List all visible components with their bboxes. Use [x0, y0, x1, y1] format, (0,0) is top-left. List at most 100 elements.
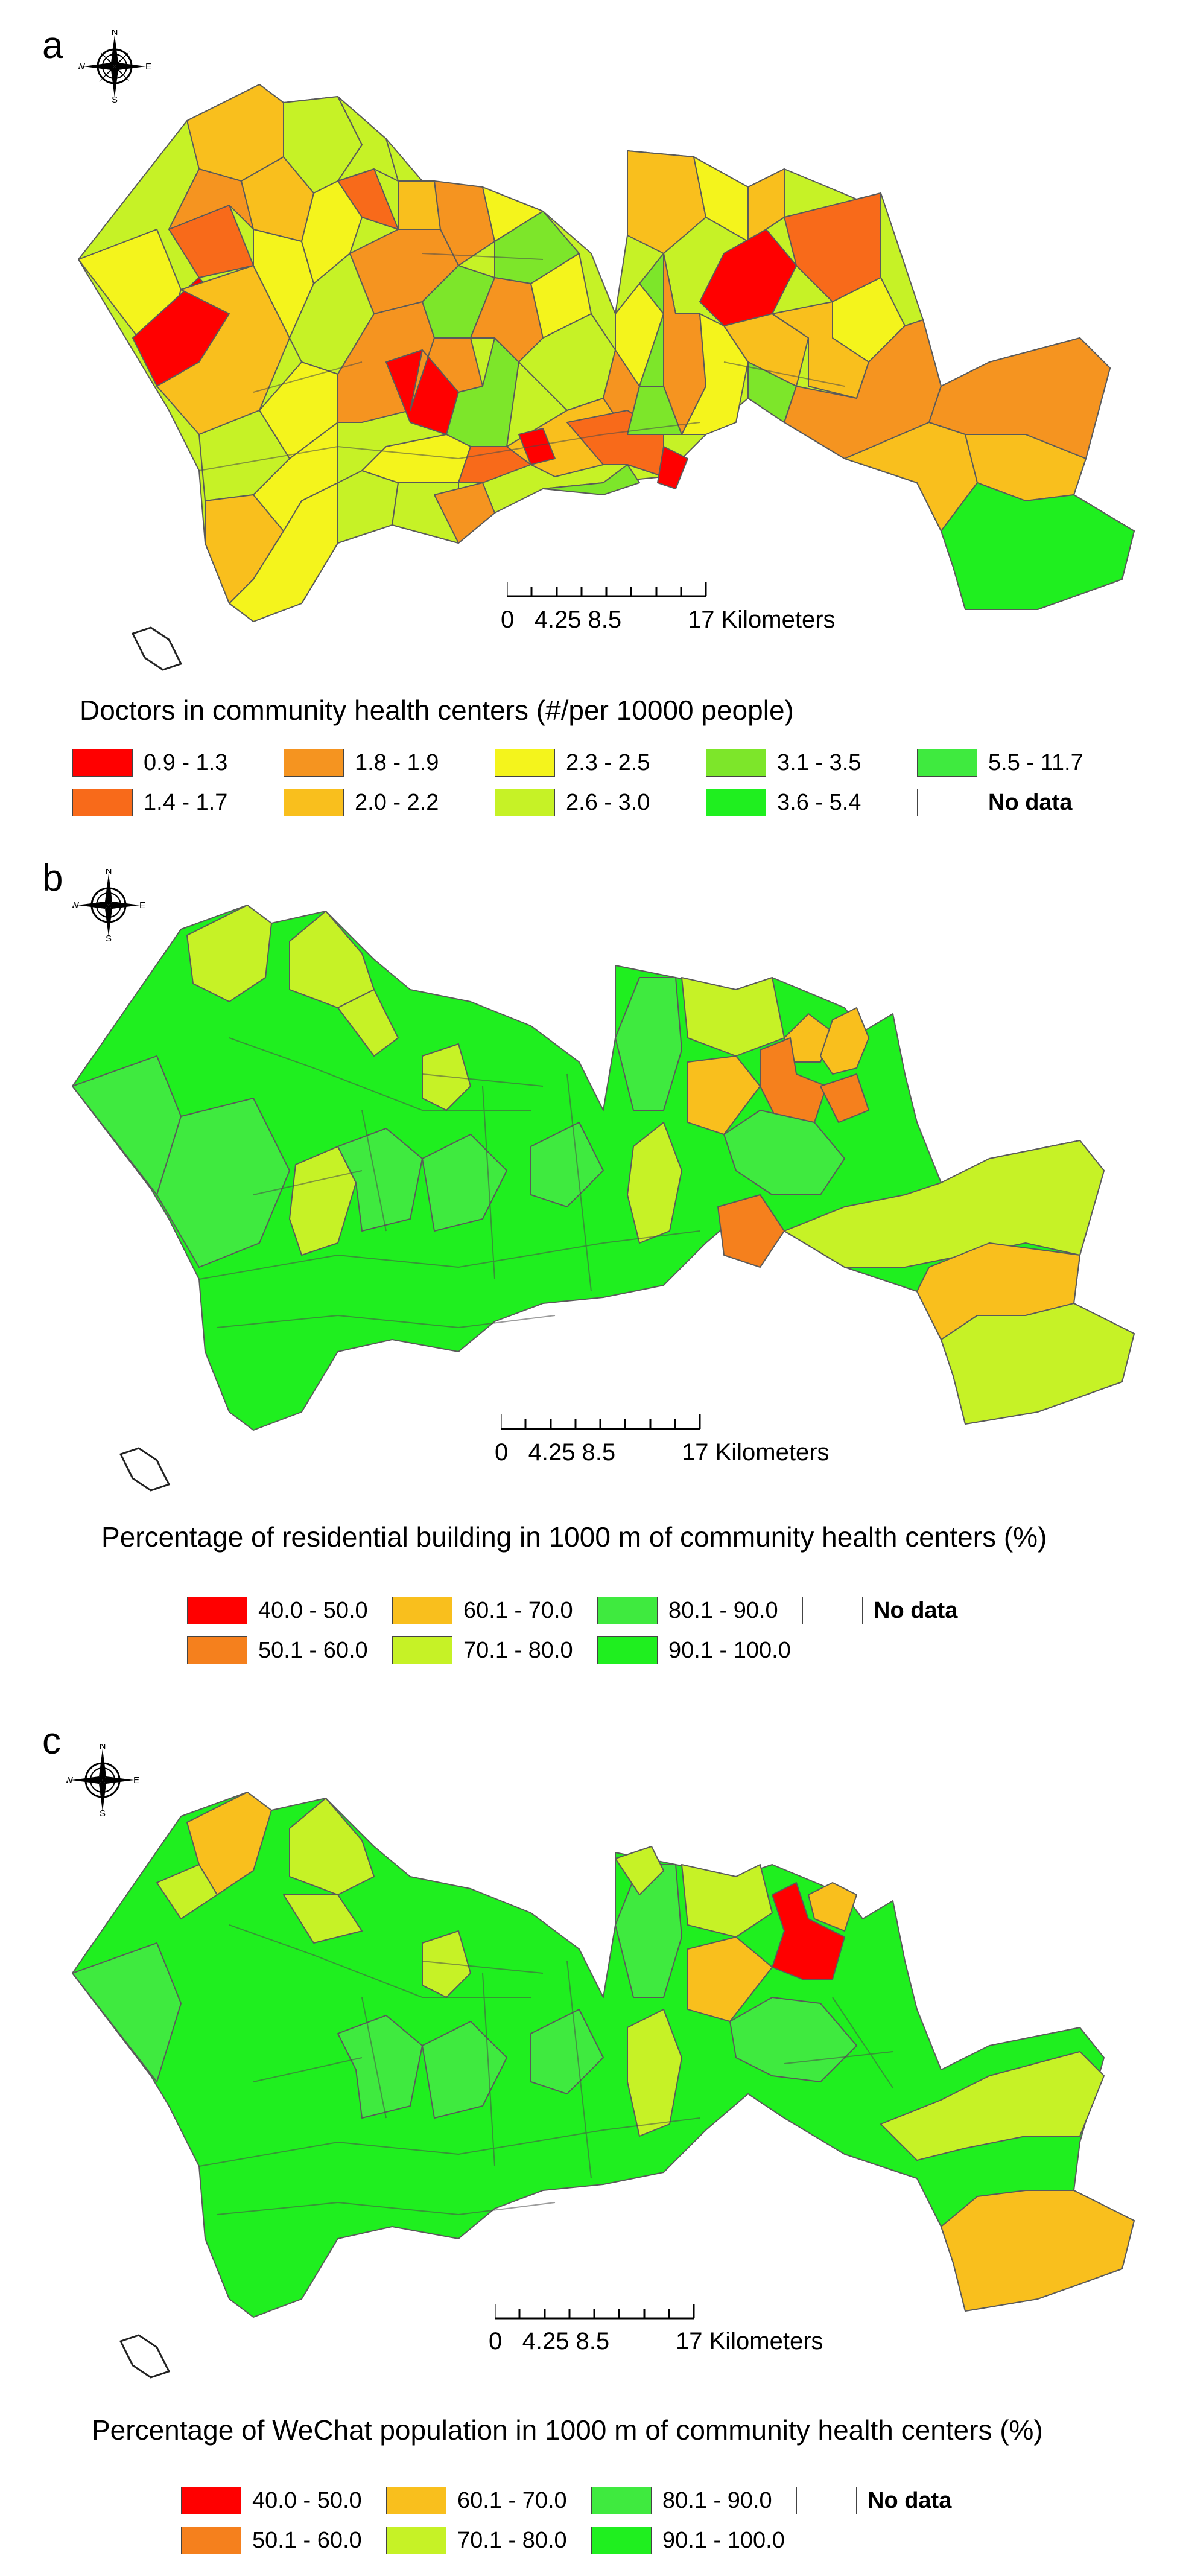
legend-label: 5.5 - 11.7 — [988, 749, 1083, 775]
legend-swatch — [284, 749, 344, 777]
legend-label: 40.0 - 50.0 — [258, 1597, 368, 1623]
legend-label: 2.3 - 2.5 — [566, 749, 650, 775]
legend-item: 0.9 - 1.3 — [72, 748, 271, 777]
compass-n: N — [112, 30, 118, 37]
legend-label: 80.1 - 90.0 — [662, 2487, 772, 2513]
legend-item: 3.6 - 5.4 — [706, 788, 905, 817]
compass-s: S — [100, 1808, 106, 1816]
legend-item: 40.0 - 50.0 — [181, 2486, 374, 2515]
legend-label: 60.1 - 70.0 — [457, 2487, 567, 2513]
legend-swatch — [591, 2487, 652, 2514]
legend-item: 2.3 - 2.5 — [495, 748, 694, 777]
legend-swatch — [72, 789, 133, 816]
legend-label: 3.6 - 5.4 — [777, 789, 861, 815]
legend-item: 60.1 - 70.0 — [392, 1596, 585, 1625]
legend-item: 50.1 - 60.0 — [187, 1636, 380, 1665]
legend-item: 1.4 - 1.7 — [72, 788, 271, 817]
legend-swatch — [284, 789, 344, 816]
legend-swatch — [917, 789, 977, 816]
legend-item: 5.5 - 11.7 — [917, 748, 1116, 777]
legend-item: No data — [917, 788, 1116, 817]
compass-s: S — [112, 95, 118, 103]
scale-labels: 0 4.25 8.5 — [501, 606, 622, 633]
legend-swatch — [392, 1636, 452, 1664]
compass-e: E — [139, 900, 145, 911]
panel-letter: b — [42, 857, 63, 899]
legend-label: 3.1 - 3.5 — [777, 749, 861, 775]
scale-bar — [506, 578, 712, 605]
legend-swatch — [495, 789, 555, 816]
legend-item: 2.6 - 3.0 — [495, 788, 694, 817]
scale-bar — [500, 1411, 706, 1438]
panel-letter: a — [42, 25, 63, 66]
legend-label: 70.1 - 80.0 — [457, 2527, 567, 2553]
legend-label: 50.1 - 60.0 — [258, 1637, 368, 1663]
legend-label: 80.1 - 90.0 — [668, 1597, 778, 1623]
legend-swatch — [597, 1597, 658, 1624]
choropleth-map-b — [72, 905, 1135, 1492]
legend-title: Percentage of WeChat population in 1000 … — [92, 2414, 1043, 2446]
legend: 0.9 - 1.3 1.4 - 1.7 1.8 - 1.9 2.0 - 2.2 … — [72, 748, 1116, 817]
legend-item: 70.1 - 80.0 — [386, 2526, 579, 2555]
panel-b: b N S W E — [0, 857, 1177, 1714]
legend: 40.0 - 50.0 50.1 - 60.0 60.1 - 70.0 70.1… — [181, 2486, 977, 2555]
legend-item: 40.0 - 50.0 — [187, 1596, 380, 1625]
scale-labels: 0 4.25 8.5 — [495, 1439, 616, 1466]
legend-swatch — [706, 789, 766, 816]
legend-swatch — [495, 749, 555, 777]
panel-letter: c — [42, 1720, 61, 1762]
legend-item: 1.8 - 1.9 — [284, 748, 483, 777]
legend-swatch — [386, 2487, 446, 2514]
compass-n: N — [106, 869, 112, 876]
legend-swatch — [796, 2487, 857, 2514]
legend-item: No data — [802, 1596, 983, 1625]
compass-n: N — [100, 1744, 106, 1751]
legend-item: 70.1 - 80.0 — [392, 1636, 585, 1665]
legend-item: 80.1 - 90.0 — [597, 1596, 790, 1625]
compass-e: E — [133, 1775, 139, 1786]
legend-swatch — [917, 749, 977, 777]
legend-swatch — [187, 1636, 247, 1664]
legend-swatch — [706, 749, 766, 777]
legend-item: 90.1 - 100.0 — [591, 2526, 785, 2555]
legend-swatch — [181, 2527, 241, 2554]
legend-label: 0.9 - 1.3 — [144, 749, 228, 775]
scale-end-label: 17 Kilometers — [682, 1439, 830, 1466]
legend-label: 2.0 - 2.2 — [355, 789, 439, 815]
legend-title: Doctors in community health centers (#/p… — [80, 695, 794, 726]
legend-label: 50.1 - 60.0 — [252, 2527, 362, 2553]
scale-labels: 0 4.25 8.5 — [489, 2328, 610, 2355]
legend-swatch — [187, 1597, 247, 1624]
legend-title: Percentage of residential building in 10… — [101, 1521, 1047, 1553]
legend-item: 60.1 - 70.0 — [386, 2486, 579, 2515]
legend-item: 50.1 - 60.0 — [181, 2526, 374, 2555]
legend: 40.0 - 50.0 50.1 - 60.0 60.1 - 70.0 70.1… — [187, 1596, 983, 1665]
legend-item: 90.1 - 100.0 — [597, 1636, 791, 1665]
legend-swatch — [386, 2527, 446, 2554]
compass-w: W — [72, 900, 80, 911]
compass-rose-icon: N S W E — [71, 866, 145, 944]
legend-item: 3.1 - 3.5 — [706, 748, 905, 777]
legend-label: 90.1 - 100.0 — [668, 1637, 791, 1663]
scale-end-label: 17 Kilometers — [688, 606, 836, 633]
legend-label: 70.1 - 80.0 — [463, 1637, 573, 1663]
legend-label: 40.0 - 50.0 — [252, 2487, 362, 2513]
legend-swatch — [597, 1636, 658, 1664]
legend-label: 1.4 - 1.7 — [144, 789, 228, 815]
legend-swatch — [72, 749, 133, 777]
compass-rose-icon: N S W E — [65, 1741, 139, 1819]
compass-w: W — [78, 62, 86, 72]
legend-label: 60.1 - 70.0 — [463, 1597, 573, 1623]
legend-label: No data — [874, 1597, 958, 1623]
legend-swatch — [802, 1597, 863, 1624]
compass-w: W — [66, 1775, 74, 1786]
legend-item: 80.1 - 90.0 — [591, 2486, 784, 2515]
legend-swatch — [392, 1597, 452, 1624]
scale-end-label: 17 Kilometers — [676, 2328, 823, 2355]
scale-bar — [493, 2300, 700, 2327]
choropleth-map-c — [72, 1792, 1135, 2379]
legend-label: 2.6 - 3.0 — [566, 789, 650, 815]
compass-e: E — [145, 62, 151, 72]
legend-label: No data — [988, 789, 1073, 815]
legend-item: 2.0 - 2.2 — [284, 788, 483, 817]
